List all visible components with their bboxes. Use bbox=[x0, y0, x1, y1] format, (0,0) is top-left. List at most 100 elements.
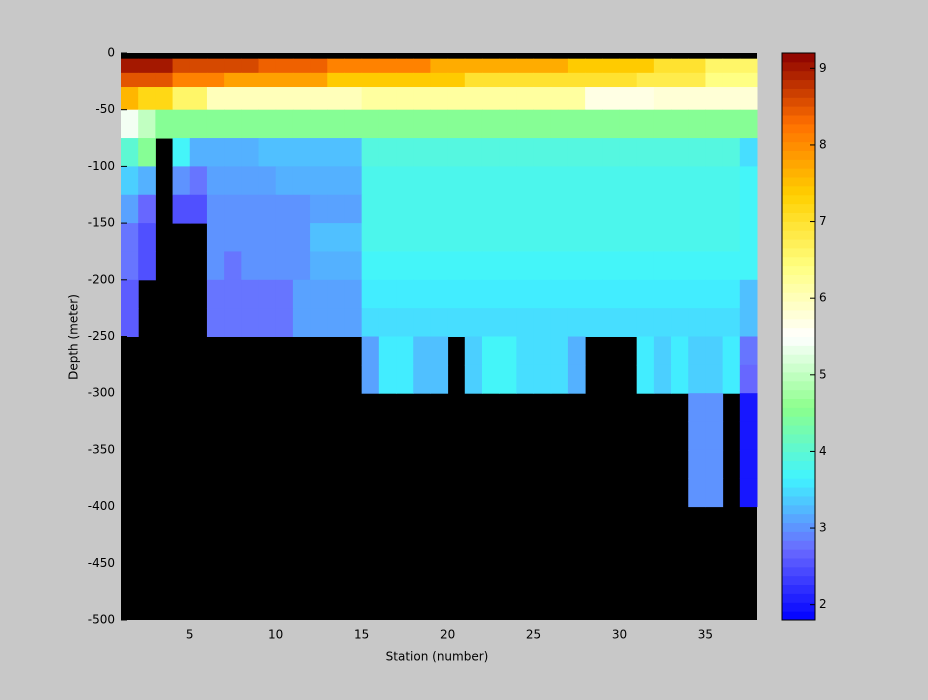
cell bbox=[310, 279, 328, 309]
colorbar-swatch bbox=[782, 575, 815, 586]
cell bbox=[172, 138, 191, 167]
cell bbox=[224, 223, 242, 252]
cell bbox=[275, 194, 294, 224]
cell bbox=[567, 364, 586, 394]
cell bbox=[378, 251, 397, 281]
cell bbox=[739, 421, 758, 451]
cell bbox=[430, 72, 449, 88]
colorbar-tick-label: 3 bbox=[819, 521, 827, 535]
cell bbox=[636, 87, 655, 111]
cell bbox=[206, 72, 225, 88]
colorbar-swatch bbox=[782, 97, 815, 107]
cell bbox=[567, 87, 586, 111]
cell bbox=[550, 279, 569, 309]
cell bbox=[206, 58, 225, 74]
cell bbox=[413, 364, 431, 394]
cell bbox=[361, 279, 380, 309]
cell bbox=[722, 166, 741, 196]
cell bbox=[602, 308, 620, 337]
cell bbox=[447, 58, 466, 74]
cell bbox=[550, 364, 569, 394]
cell bbox=[653, 166, 672, 196]
cell bbox=[310, 166, 328, 196]
cell bbox=[653, 336, 672, 366]
cell bbox=[671, 58, 689, 74]
cell bbox=[464, 336, 483, 366]
colorbar-swatch bbox=[782, 371, 815, 382]
colorbar-swatch bbox=[782, 115, 815, 125]
cell bbox=[619, 138, 638, 167]
cell bbox=[430, 251, 449, 281]
cell bbox=[413, 223, 431, 252]
colorbar-swatch bbox=[782, 584, 815, 594]
cell bbox=[533, 87, 552, 111]
cell bbox=[739, 138, 758, 167]
x-tick-label: 10 bbox=[268, 628, 283, 642]
cell bbox=[258, 87, 277, 111]
cell bbox=[722, 279, 741, 309]
colorbar-swatch bbox=[782, 460, 815, 470]
cell bbox=[121, 308, 139, 337]
cell bbox=[619, 279, 638, 309]
cell bbox=[172, 166, 191, 196]
cell bbox=[258, 58, 277, 74]
cell bbox=[739, 449, 758, 479]
y-tick-label: -50 bbox=[95, 102, 115, 116]
cell bbox=[671, 194, 689, 224]
colorbar-swatch bbox=[782, 495, 815, 506]
colorbar-swatch bbox=[782, 602, 815, 612]
cell bbox=[499, 251, 517, 281]
colorbar-swatch bbox=[782, 53, 815, 63]
cell bbox=[155, 72, 174, 88]
cell bbox=[739, 393, 758, 423]
cell bbox=[378, 279, 397, 309]
cell bbox=[361, 308, 380, 337]
cell bbox=[447, 87, 466, 111]
cell bbox=[636, 166, 655, 196]
cell bbox=[189, 166, 208, 196]
cell bbox=[361, 223, 380, 252]
cell bbox=[138, 223, 156, 252]
cell bbox=[138, 251, 156, 281]
cell bbox=[344, 58, 363, 74]
cell bbox=[533, 223, 552, 252]
cell bbox=[310, 87, 328, 111]
colorbar-swatch bbox=[782, 522, 815, 532]
cell bbox=[464, 194, 483, 224]
cell bbox=[224, 279, 242, 309]
cell bbox=[292, 308, 311, 337]
cell bbox=[688, 449, 706, 479]
cell bbox=[344, 223, 363, 252]
cell bbox=[653, 72, 672, 88]
cell bbox=[413, 194, 431, 224]
cell bbox=[138, 194, 156, 224]
x-tick-label: 15 bbox=[354, 628, 369, 642]
cell bbox=[636, 251, 655, 281]
cell bbox=[499, 279, 517, 309]
colorbar-swatch bbox=[782, 150, 815, 160]
cell bbox=[447, 223, 466, 252]
cell bbox=[499, 58, 517, 74]
cell bbox=[671, 72, 689, 88]
cell bbox=[705, 336, 724, 366]
cell bbox=[499, 138, 517, 167]
colorbar-tick-label: 7 bbox=[819, 214, 827, 228]
cell bbox=[344, 308, 363, 337]
cell bbox=[499, 72, 517, 88]
colorbar-tick-label: 4 bbox=[819, 444, 827, 458]
cell bbox=[344, 279, 363, 309]
cell bbox=[292, 72, 311, 88]
cell bbox=[671, 166, 689, 196]
cell bbox=[585, 279, 603, 309]
cell bbox=[206, 251, 225, 281]
cell bbox=[224, 138, 242, 167]
cell bbox=[739, 364, 758, 394]
colorbar-swatch bbox=[782, 159, 815, 169]
cell bbox=[671, 109, 689, 139]
cell bbox=[292, 58, 311, 74]
colorbar-swatch bbox=[782, 531, 815, 541]
colorbar-swatch bbox=[782, 230, 815, 240]
cell bbox=[636, 223, 655, 252]
cell bbox=[224, 194, 242, 224]
x-tick-label: 30 bbox=[612, 628, 627, 642]
